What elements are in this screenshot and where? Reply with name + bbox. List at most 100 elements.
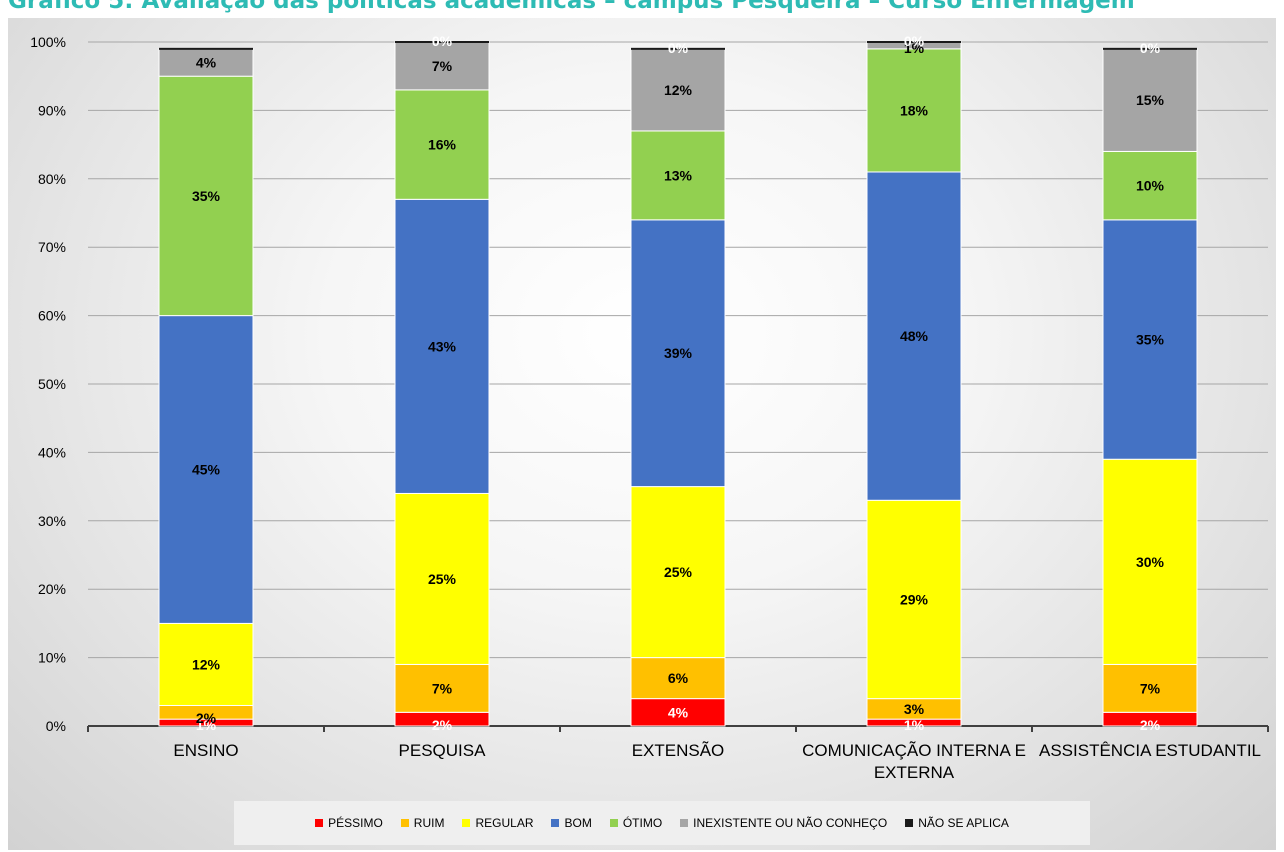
data-label: 30% [1136,554,1165,570]
x-category-label: EXTERNA [874,763,955,782]
y-tick-label: 20% [38,581,66,597]
legend-item: ÓTIMO [609,816,663,830]
data-label: 12% [192,656,221,672]
y-tick-label: 70% [38,239,66,255]
data-label: 39% [664,345,693,361]
legend-swatch [462,819,471,827]
y-tick-label: 40% [38,444,66,460]
data-label: 4% [196,55,217,71]
data-label: 1% [904,717,925,733]
data-label: 25% [428,571,457,587]
legend-swatch [680,819,689,827]
data-label: 10% [1136,178,1165,194]
legend-item: BOM [551,816,592,830]
bar-segment [1103,47,1197,50]
bar-segment [630,698,726,727]
data-label: 29% [900,591,929,607]
data-label: 2% [1140,717,1161,733]
data-label: 2% [432,717,453,733]
legend-item: REGULAR [462,816,533,830]
legend-label: NÃO SE APLICA [918,816,1009,830]
data-label: 0% [432,33,453,49]
legend-item: INEXISTENTE OU NÃO CONHEÇO [680,816,887,830]
legend-swatch [400,819,409,827]
data-label: 7% [1140,680,1161,696]
legend-label: BOM [564,816,592,830]
y-tick-label: 100% [30,34,66,50]
data-label: 25% [664,564,693,580]
bar-segment [158,48,254,77]
bar-segment [394,492,490,665]
legend-swatch [905,819,914,827]
bar-segment [866,48,962,173]
bar-segment [631,47,725,50]
bar-segment [630,486,726,659]
bar-segment [158,622,254,706]
data-label: 48% [900,328,929,344]
data-label: 35% [1136,332,1165,348]
data-label: 1% [904,40,925,56]
data-label: 45% [192,462,221,478]
x-category-label: COMUNICAÇÃO INTERNA E [802,741,1026,760]
bar-segment [159,47,253,50]
legend-swatch [609,819,618,827]
bar-segment [866,499,962,700]
data-label: 0% [668,40,689,56]
legend-label: INEXISTENTE OU NÃO CONHEÇO [693,816,888,830]
y-tick-label: 10% [38,650,66,666]
bar-segment [394,663,490,713]
bar-segment [395,41,489,43]
data-label: 2% [196,710,217,726]
legend-swatch [315,819,324,827]
data-label: 15% [1136,92,1165,108]
bar-segment [1102,663,1198,713]
bar-segment [630,219,726,488]
chart-title: Gráfico 5: Avaliação das políticas acadê… [8,0,1135,14]
data-label: 7% [432,58,453,74]
y-tick-label: 90% [38,102,66,118]
y-tick-label: 50% [38,376,66,392]
data-label: 35% [192,188,221,204]
bar-segment [866,171,962,501]
x-category-label: ENSINO [173,741,238,760]
stacked-bar-chart: 0%10%20%30%40%50%60%70%80%90%100%1%2%12%… [30,33,1269,782]
data-label: 16% [428,137,457,153]
bar-segment [158,75,254,317]
y-tick-label: 60% [38,308,66,324]
chart-area: 0% 10% 20% 30% 40% 50% 60% 70% 80% 90% 100% 1% 2% 12%… [8,18,1276,850]
bar-segment [158,315,254,624]
y-tick-label: 0% [46,718,66,734]
bar-segment [867,41,961,43]
data-label: 12% [664,82,693,98]
legend-item: NÃO SE APLICA [905,816,1009,830]
bar-segment [394,198,490,494]
legend-item: RUIM [400,816,445,830]
legend-item: PÉSSIMO [315,816,383,830]
data-label: 6% [668,670,689,686]
data-label: 18% [900,102,929,118]
y-tick-label: 80% [38,171,66,187]
legend-label: PÉSSIMO [328,816,383,830]
x-category-label: ASSISTÊNCIA ESTUDANTIL [1039,741,1261,760]
bar-segment [630,130,726,221]
bar-segment [1102,48,1198,152]
legend-label: REGULAR [475,816,534,830]
data-label: 7% [432,680,453,696]
bar-segment [1102,150,1198,221]
legend: PÉSSIMO RUIM REGULAR BOM ÓTIMO INEXISTENTE OU… [234,801,1090,845]
x-category-label: PESQUISA [399,741,487,760]
bar-segment [630,48,726,132]
x-category-label: EXTENSÃO [632,741,725,760]
data-label: 0% [904,33,925,49]
legend-label: RUIM [413,816,445,830]
y-tick-label: 30% [38,513,66,529]
data-label: 43% [428,338,457,354]
data-label: 13% [664,167,693,183]
data-label: 1% [196,717,217,733]
legend-label: ÓTIMO [622,816,663,830]
data-label: 3% [904,701,925,717]
legend-swatch [551,819,560,827]
bar-segment [1102,219,1198,460]
data-label: 4% [668,704,689,720]
bar-segment [630,657,726,700]
